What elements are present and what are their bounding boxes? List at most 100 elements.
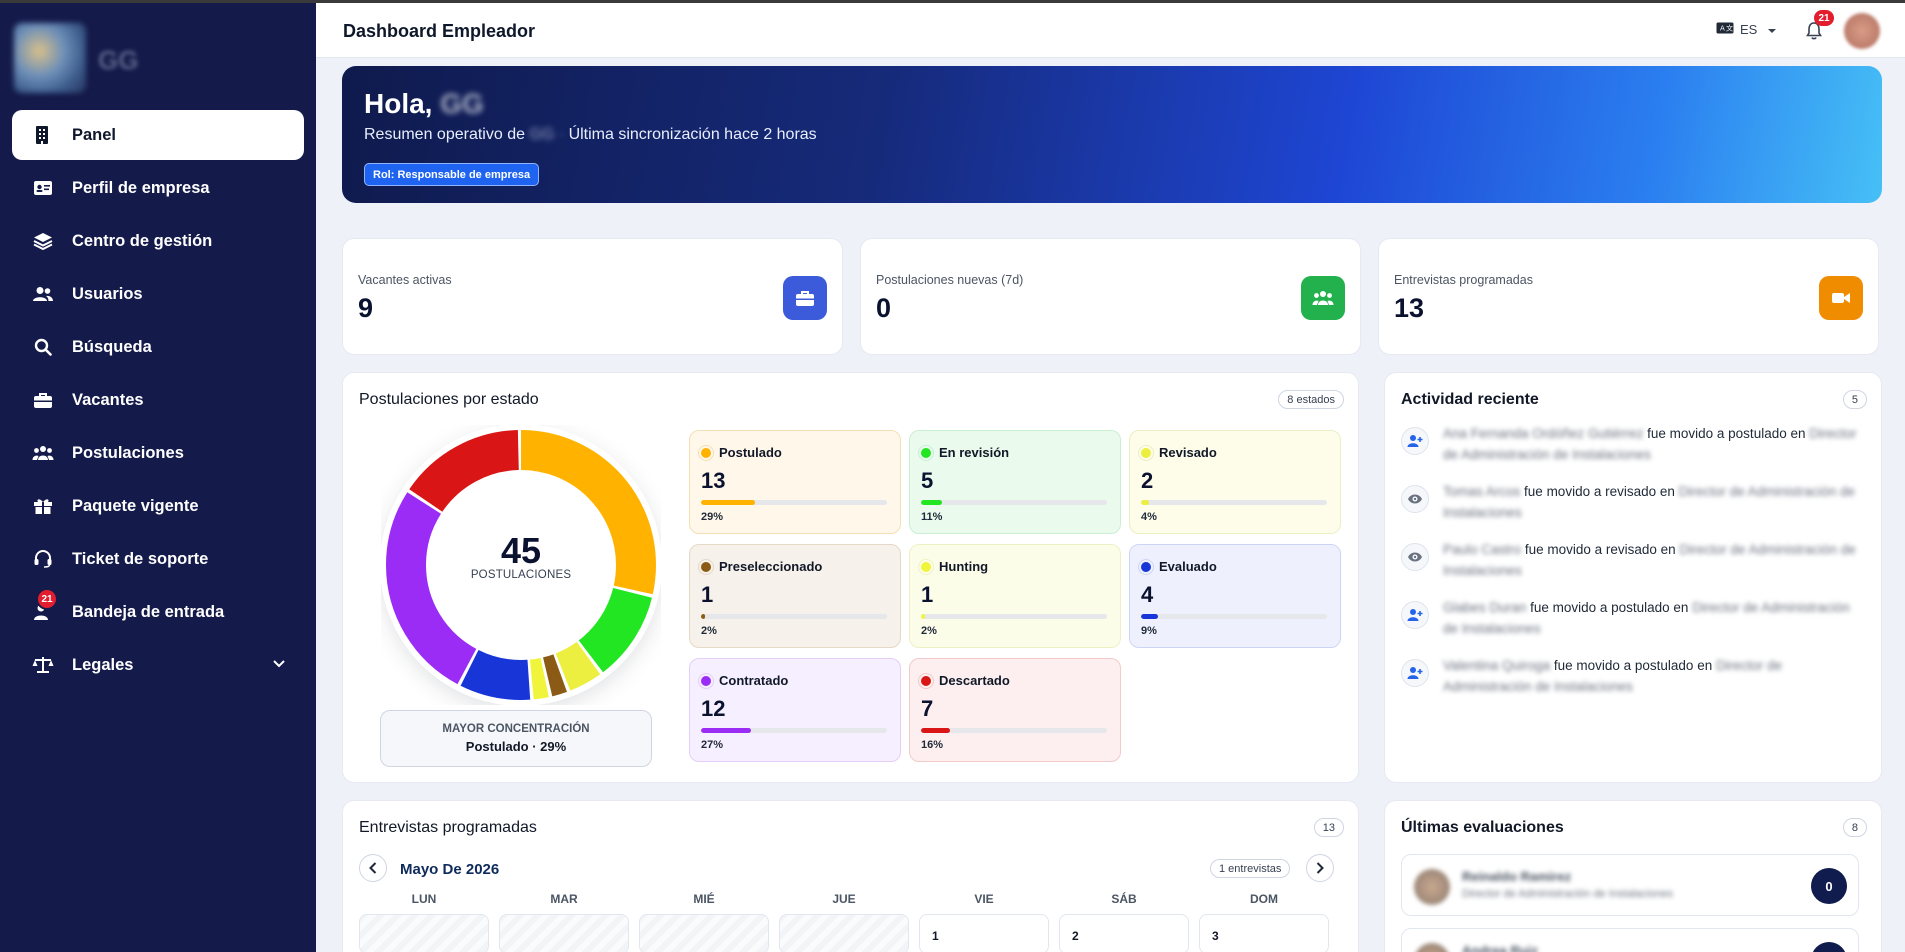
scale-icon (32, 654, 54, 676)
activity-count-pill: 5 (1842, 390, 1867, 409)
latest-evaluations-panel: Últimas evaluaciones 8 Reinaldo Ramirez … (1384, 800, 1882, 952)
sidebar-item-company-profile[interactable]: Perfil de empresa (12, 163, 304, 213)
status-progress-fill (701, 614, 706, 619)
donut-slice-evaluado[interactable] (386, 430, 656, 700)
stat-card-new-applications[interactable]: Postulaciones nuevas (7d) 0 (860, 238, 1361, 355)
status-name: Hunting (939, 559, 989, 574)
status-card[interactable]: Contratado 12 27% (689, 658, 901, 762)
status-card[interactable]: Evaluado 4 9% (1129, 544, 1341, 648)
status-card[interactable]: Postulado 13 29% (689, 430, 901, 534)
status-card[interactable]: En revisión 5 11% (909, 430, 1121, 534)
donut-total: 45 (500, 530, 542, 571)
donut-chart: 45 POSTULACIONES (380, 424, 662, 706)
donut-slice-postulado[interactable] (386, 430, 656, 700)
building-icon (32, 124, 54, 146)
window-top-border (0, 0, 1905, 3)
status-count: 13 (701, 468, 726, 493)
sidebar-item-legal[interactable]: Legales (12, 640, 304, 690)
sidebar-item-inbox[interactable]: 21 Bandeja de entrada (12, 587, 304, 637)
status-dot (921, 561, 931, 572)
status-progress-fill (1141, 500, 1150, 505)
evaluation-name: Andrea Ruiz (1462, 943, 1538, 952)
status-card[interactable]: Preseleccionado 1 2% (689, 544, 901, 648)
svg-text:文: 文 (1726, 24, 1733, 33)
sidebar-item-current-package[interactable]: Paquete vigente (12, 481, 304, 531)
status-name: Descartado (939, 673, 1010, 688)
states-count-pill: 8 estados (1278, 390, 1344, 409)
users-icon (32, 283, 54, 305)
calendar-day[interactable]: 1 (919, 914, 1049, 952)
evaluation-score: 0 (1811, 942, 1847, 952)
sidebar-item-label: Bandeja de entrada (72, 602, 225, 621)
status-count: 1 (701, 582, 714, 607)
language-code: ES (1740, 22, 1758, 37)
status-card[interactable]: Revisado 2 4% (1129, 430, 1341, 534)
greeting-name: GG (440, 88, 484, 119)
status-percent: 4% (1141, 511, 1157, 523)
sidebar-item-management-center[interactable]: Centro de gestión (12, 216, 304, 266)
calendar-day-number: 3 (1212, 929, 1219, 943)
activity-action: fue movido a postulado en (1553, 658, 1713, 673)
status-name: Revisado (1159, 445, 1217, 460)
logo-image (14, 23, 86, 93)
stat-label: Entrevistas programadas (1394, 273, 1533, 287)
status-card[interactable]: Hunting 1 2% (909, 544, 1121, 648)
sidebar-item-panel[interactable]: Panel (12, 110, 304, 160)
stat-card-scheduled-interviews[interactable]: Entrevistas programadas 13 (1378, 238, 1879, 355)
donut-caption: POSTULACIONES (470, 569, 572, 581)
calendar-day[interactable]: 3 (1199, 914, 1329, 952)
highlight-title: MAYOR CONCENTRACIÓN (442, 723, 590, 735)
activity-target: Director de Administración de Instalacio… (1443, 658, 1783, 694)
status-progress-fill (921, 500, 942, 505)
id-card-icon (32, 177, 54, 199)
stat-card-active-vacancies[interactable]: Vacantes activas 9 (342, 238, 843, 355)
briefcase-icon (783, 276, 827, 320)
sidebar-item-users[interactable]: Usuarios (12, 269, 304, 319)
donut-slice-contratado[interactable] (386, 430, 656, 700)
company-logo[interactable]: GG (14, 21, 138, 96)
highlight-value: Postulado · 29% (465, 739, 567, 754)
activity-person: Tomas Arcos (1443, 484, 1521, 499)
layers-icon (32, 230, 54, 252)
evaluation-name: Reinaldo Ramirez (1462, 869, 1572, 884)
evaluation-item[interactable]: Reinaldo Ramirez Director de Administrac… (1401, 854, 1859, 916)
stat-value: 0 (876, 293, 892, 323)
sidebar-item-label: Usuarios (72, 284, 143, 303)
activity-text: Ana Fernanda Ordóñez Gutiérrez fue movid… (1443, 423, 1863, 465)
status-progress-fill (921, 614, 926, 619)
status-progress (921, 728, 1107, 733)
sidebar-item-label: Vacantes (72, 390, 144, 409)
panel-title: Actividad reciente (1401, 391, 1539, 408)
greeting: Hola, GG (364, 88, 484, 120)
activity-target: Director de Administración de Instalacio… (1443, 484, 1855, 520)
status-percent: 16% (921, 739, 944, 751)
avatar (1414, 943, 1450, 952)
status-progress (1141, 614, 1327, 619)
user-avatar[interactable] (1844, 13, 1880, 49)
activity-text: Valentina Quiroga fue movido a postulado… (1443, 655, 1863, 697)
calendar-day[interactable]: 2 (1059, 914, 1189, 952)
eye-icon (1401, 485, 1429, 513)
status-percent: 11% (921, 511, 943, 523)
status-card[interactable]: Descartado 7 16% (909, 658, 1121, 762)
sidebar-item-applications[interactable]: Postulaciones (12, 428, 304, 478)
sidebar-item-search[interactable]: Búsqueda (12, 322, 304, 372)
sidebar-item-support-ticket[interactable]: Ticket de soporte (12, 534, 304, 584)
next-month-button[interactable] (1306, 854, 1334, 882)
status-dot (701, 675, 711, 686)
chevron-down-icon[interactable] (272, 656, 286, 675)
activity-person: Ana Fernanda Ordóñez Gutiérrez (1443, 426, 1644, 441)
sidebar-item-label: Perfil de empresa (72, 178, 210, 197)
prev-month-button[interactable] (359, 854, 387, 882)
status-label: Postulado (701, 445, 782, 460)
status-name: Postulado (719, 445, 782, 460)
sync-status: Última sincronización hace 2 horas (568, 126, 817, 143)
status-name: En revisión (939, 445, 1010, 460)
evaluation-item[interactable]: Andrea Ruiz Director de Administración d… (1401, 928, 1859, 952)
month-interviews-pill: 1 entrevistas (1210, 859, 1291, 878)
sidebar-item-vacancies[interactable]: Vacantes (12, 375, 304, 425)
logo-text: GG (98, 45, 139, 75)
evaluation-score: 0 (1811, 868, 1847, 904)
